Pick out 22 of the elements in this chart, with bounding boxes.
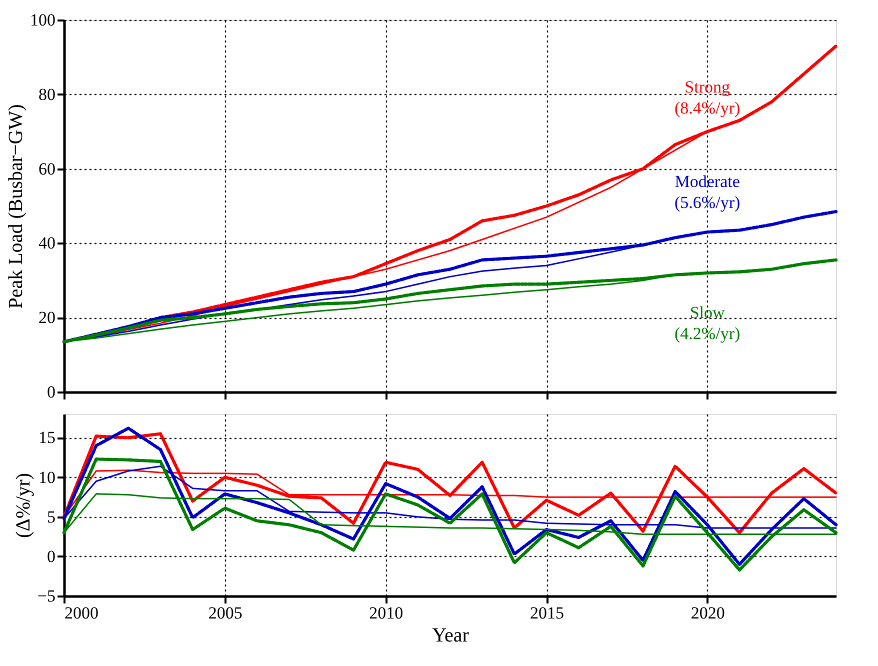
y-axis-title: (Δ%/yr) (12, 472, 34, 538)
y-tick-label: 0 (47, 382, 56, 402)
x-axis-title: Year (432, 624, 470, 646)
series-label: Moderate (5.6%/yr) (674, 172, 740, 212)
y-tick-label: 0 (47, 546, 56, 566)
y-tick-label: 60 (38, 159, 56, 178)
series-label: Strong (8.4%/yr) (674, 78, 740, 118)
y-tick-label: 10 (38, 468, 56, 487)
y-tick-label: 15 (38, 428, 56, 448)
series-label: Slow (4.2%/yr) (674, 302, 740, 343)
y-tick-label: 40 (38, 234, 56, 253)
x-tick-label: 2015 (530, 604, 564, 622)
x-tick-label: 2000 (64, 604, 98, 622)
y-axis-title: Peak Load (Busbar−GW) (5, 104, 27, 309)
y-tick-label: −5 (37, 586, 56, 606)
x-tick-label: 2010 (369, 604, 404, 622)
y-tick-label: 80 (38, 84, 56, 104)
y-tick-label: 5 (47, 507, 56, 526)
y-tick-label: 100 (30, 10, 56, 30)
x-tick-label: 2005 (208, 604, 242, 622)
y-tick-label: 20 (38, 308, 56, 328)
x-tick-label: 2020 (690, 604, 725, 622)
